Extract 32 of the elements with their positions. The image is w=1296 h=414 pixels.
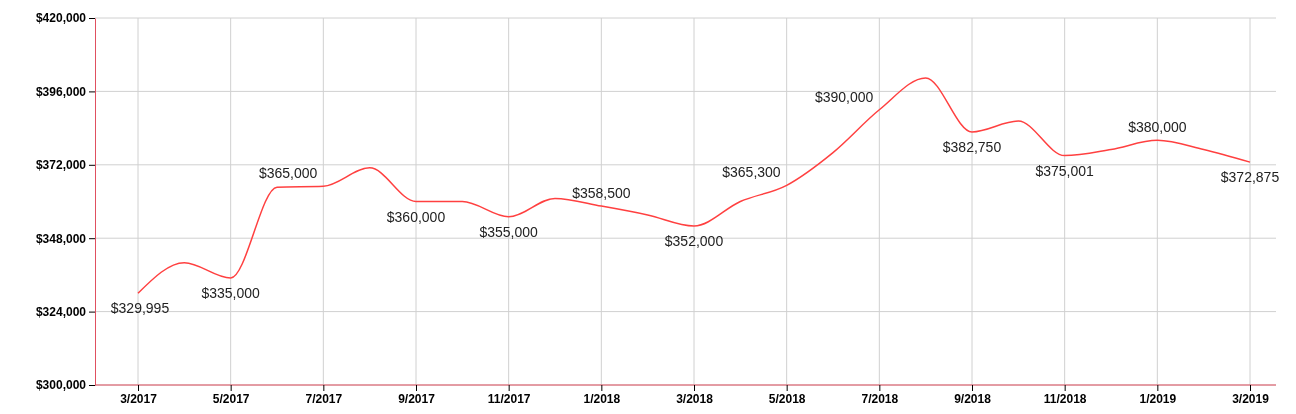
data-label: $358,500 (572, 185, 631, 202)
data-label: $329,995 (110, 300, 170, 317)
data-label: $335,000 (201, 284, 261, 301)
y-tick-label: $396,000 (35, 84, 87, 99)
y-tick-label: $348,000 (35, 231, 87, 246)
data-label: $382,750 (942, 138, 1002, 155)
data-label: $360,000 (386, 208, 446, 225)
x-tick-label: 5/2018 (768, 391, 806, 406)
x-tick-label: 1/2019 (1139, 391, 1177, 406)
x-tick-label: 7/2018 (861, 391, 899, 406)
y-tick-label: $324,000 (35, 304, 87, 319)
data-label: $365,000 (258, 165, 318, 182)
data-label: $375,001 (1035, 162, 1095, 179)
y-tick-label: $372,000 (35, 158, 87, 173)
y-tick-label: $420,000 (35, 11, 87, 26)
x-tick-label: 9/2018 (954, 391, 992, 406)
data-label: $380,000 (1128, 119, 1187, 136)
data-label: $355,000 (479, 223, 539, 240)
x-tick-label: 11/2018 (1043, 391, 1087, 406)
x-tick-label: 3/2017 (120, 391, 158, 406)
data-label: $372,875 (1220, 169, 1280, 186)
x-tick-label: 7/2017 (305, 391, 343, 406)
x-tick-label: 9/2017 (398, 391, 436, 406)
x-tick-label: 5/2017 (212, 391, 250, 406)
y-tick-label: $300,000 (35, 378, 87, 393)
x-tick-label: 1/2018 (583, 391, 621, 406)
data-label: $390,000 (814, 88, 874, 105)
x-tick-label: 3/2019 (1232, 391, 1270, 406)
data-label: $365,300 (722, 164, 781, 181)
x-tick-label: 3/2018 (676, 391, 714, 406)
data-label: $352,000 (664, 232, 724, 249)
x-tick-label: 11/2017 (487, 391, 531, 406)
